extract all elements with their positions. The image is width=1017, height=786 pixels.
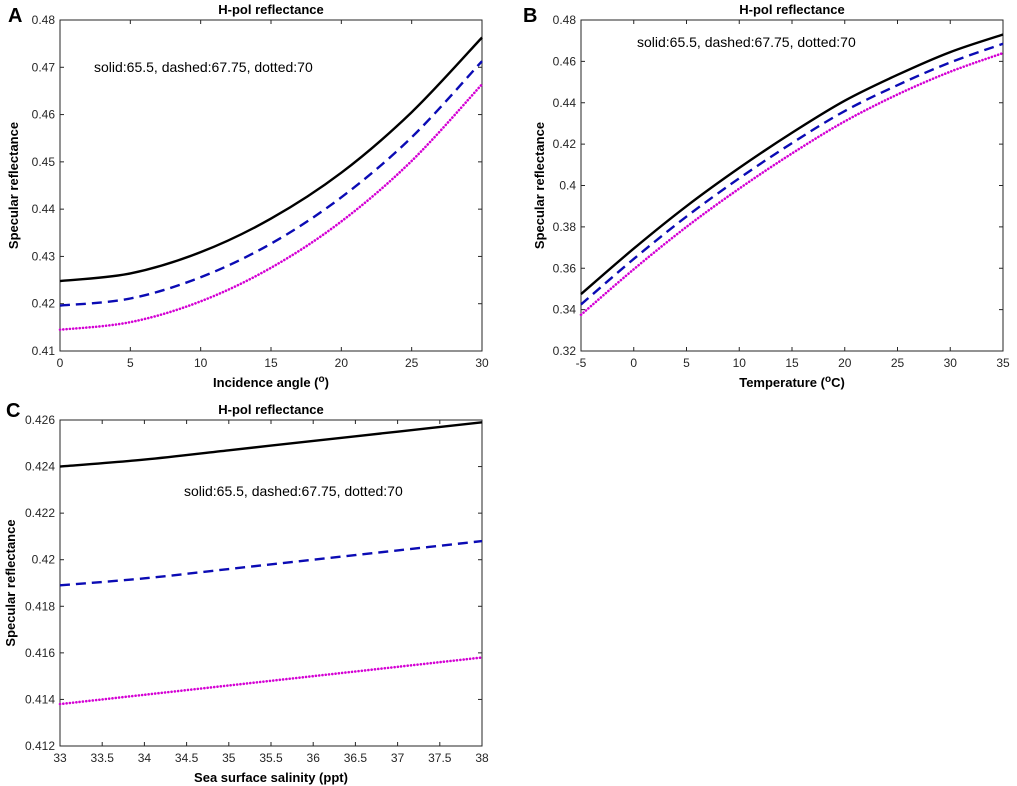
y-tick-label: 0.48 [32,13,56,27]
panel-b: B H-pol reflectance -5 0 5 10 15 20 25 30 35 0.32 0.… [523,2,1010,390]
x-tick-label: 10 [733,356,747,370]
x-tick-label: 36 [307,751,321,765]
x-tick-label: 0 [630,356,637,370]
annotation: solid:65.5, dashed:67.75, dotted:70 [94,59,313,75]
y-axis-label: Specular reflectance [6,122,21,249]
y-tick-label: 0.47 [32,60,56,74]
y-tick-label: 0.43 [32,249,56,263]
x-tick-label: 38 [475,751,489,765]
y-tick-label: 0.36 [553,261,577,275]
x-tick-label: 20 [838,356,852,370]
x-axis-label: Incidence angle (o) [213,374,329,390]
x-tick-label: -5 [576,356,587,370]
x-tick-label: 15 [785,356,799,370]
y-axis-label: Specular reflectance [532,122,547,249]
x-tick-label: 20 [335,356,349,370]
x-tick-label: 5 [127,356,134,370]
y-tick-label: 0.426 [25,413,55,427]
y-tick-label: 0.48 [553,13,577,27]
series-line-dashed [59,539,483,587]
x-tick-label: 35.5 [259,751,283,765]
y-tick-label: 0.44 [553,96,577,110]
panel-letter: A [8,5,22,27]
x-tick-label: 37.5 [428,751,452,765]
annotation: solid:65.5, dashed:67.75, dotted:70 [637,34,856,50]
x-tick-label: 30 [475,356,489,370]
y-tick-label: 0.44 [32,202,56,216]
series-line-dotted [58,656,484,706]
series-line-dashed [580,42,1004,306]
x-tick-label: 36.5 [344,751,368,765]
x-tick-label: 30 [944,356,958,370]
y-tick-label: 0.416 [25,646,55,660]
y-tick-label: 0.46 [32,108,56,122]
y-tick-label: 0.34 [553,303,577,317]
plot-area [59,419,483,747]
panel-letter: B [523,5,537,27]
x-tick-label: 33 [53,751,67,765]
y-tick-label: 0.41 [32,344,56,358]
y-axis-label: Specular reflectance [3,519,18,646]
y-tick-label: 0.42 [32,297,56,311]
y-tick-label: 0.422 [25,506,55,520]
chart-title: H-pol reflectance [739,2,844,17]
x-tick-label: 34 [138,751,152,765]
y-tick-label: 0.418 [25,599,55,613]
x-tick-label: 5 [683,356,690,370]
series-line-dotted [58,83,484,332]
chart-title: H-pol reflectance [218,2,323,17]
series-line-dashed [59,60,483,307]
y-tick-label: 0.42 [32,553,56,567]
x-tick-label: 25 [405,356,419,370]
x-tick-label: 35 [222,751,236,765]
y-tick-label: 0.424 [25,460,55,474]
y-tick-label: 0.42 [553,137,577,151]
x-tick-label: 37 [391,751,405,765]
y-tick-label: 0.32 [553,344,577,358]
y-tick-label: 0.414 [25,692,55,706]
panel-letter: C [6,400,20,422]
x-tick-label: 10 [194,356,208,370]
panel-c: C H-pol reflectance 33 33.5 34 34.5 35 35.5 36 36… [3,400,489,785]
y-tick-label: 0.4 [559,179,576,193]
plot-area [59,19,483,352]
x-tick-label: 15 [264,356,278,370]
y-tick-label: 0.45 [32,155,56,169]
y-tick-label: 0.38 [553,220,577,234]
panel-a: A H-pol reflectance 0 5 10 15 20 25 30 0.41 0.42 0.… [6,2,489,390]
series-line-solid [59,421,483,468]
x-tick-label: 0 [57,356,64,370]
x-tick-label: 34.5 [175,751,199,765]
y-tick-label: 0.46 [553,54,577,68]
plot-area [580,19,1004,352]
chart-title: H-pol reflectance [218,402,323,417]
x-axis-label: Temperature (oC) [739,374,845,390]
x-tick-label: 25 [891,356,905,370]
x-tick-label: 33.5 [91,751,115,765]
y-tick-label: 0.412 [25,739,55,753]
series-line-dotted [579,51,1005,317]
series-line-solid [59,36,483,283]
annotation: solid:65.5, dashed:67.75, dotted:70 [184,483,403,499]
x-axis-label: Sea surface salinity (ppt) [194,770,348,785]
series-line-solid [580,33,1004,296]
x-tick-label: 35 [996,356,1010,370]
